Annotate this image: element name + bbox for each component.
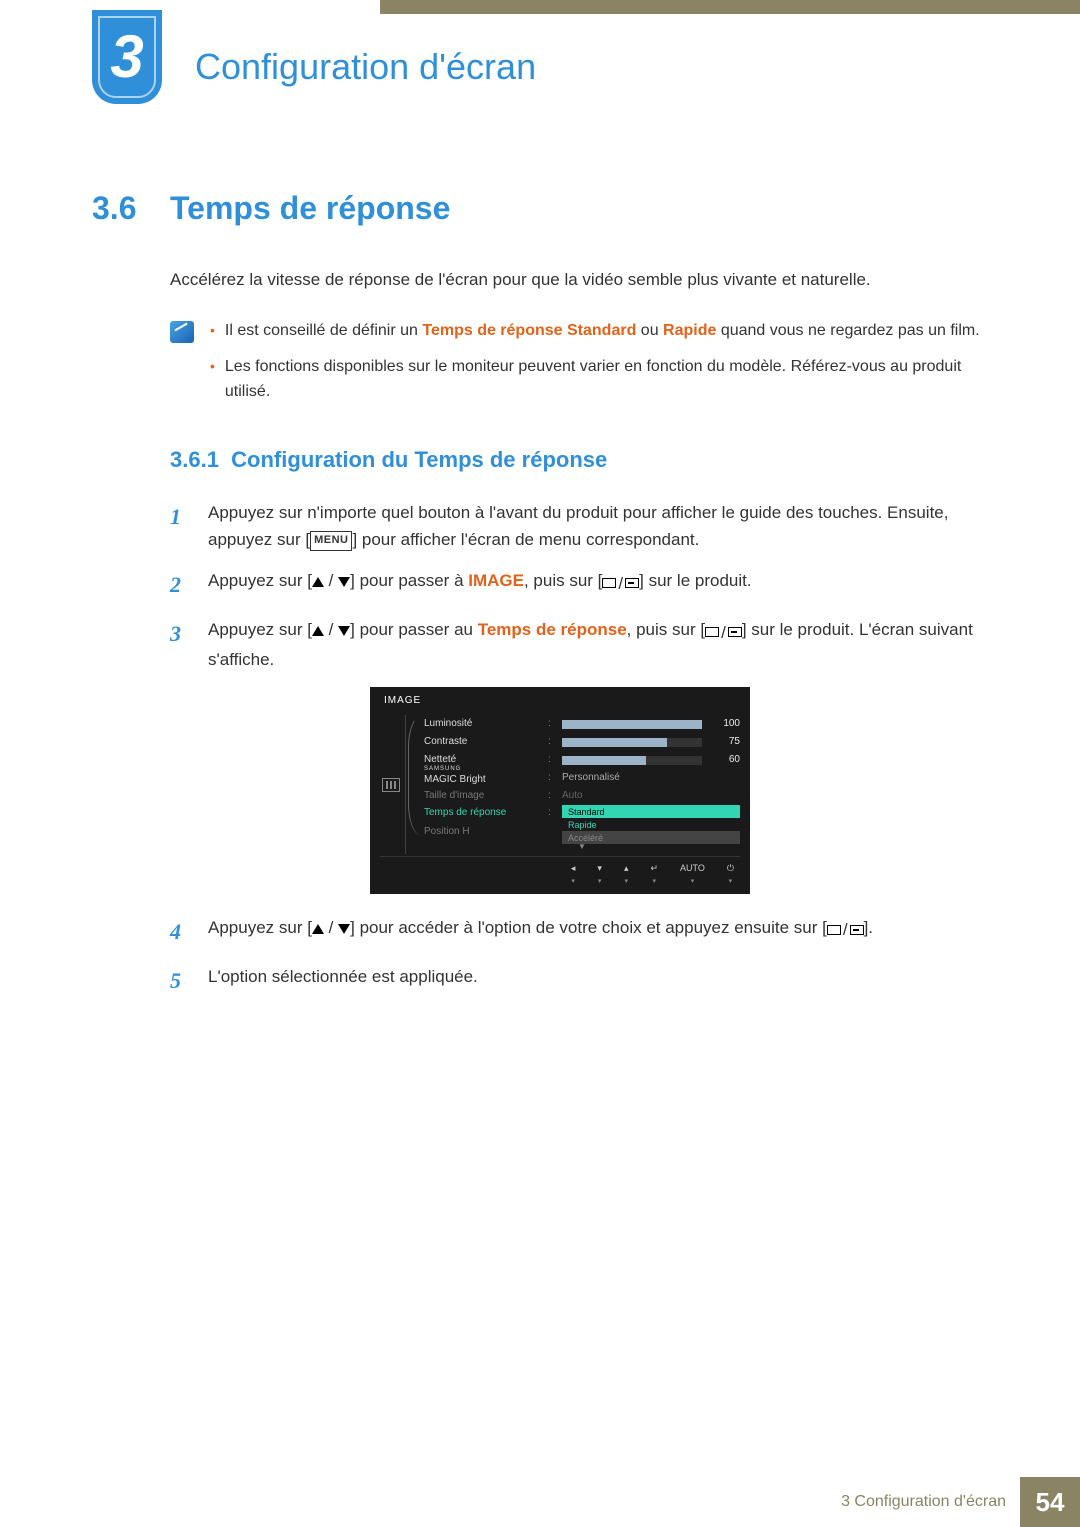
- subsection-heading: 3.6.1 Configuration du Temps de réponse: [170, 447, 988, 473]
- osd-nav-icon: ↵: [650, 861, 658, 875]
- step-text: L'option sélectionnée est appliquée.: [208, 963, 478, 998]
- down-arrow-icon: [338, 626, 350, 636]
- step-text: ] pour passer au: [350, 620, 478, 639]
- chapter-title: Configuration d'écran: [195, 46, 536, 88]
- step-text: ] sur le produit.: [639, 571, 751, 590]
- osd-footer: ◂▾ ▾▾ ▴▾ ↵▾ AUTO▾ ⏻▾: [380, 856, 740, 890]
- osd-value: 75: [714, 734, 740, 750]
- osd-label: SAMSUNGMAGIC Bright: [424, 768, 542, 788]
- osd-value: Personnalisé: [562, 770, 620, 786]
- up-arrow-icon: [312, 626, 324, 636]
- osd-row: SAMSUNGMAGIC Bright: Personnalisé: [412, 769, 740, 787]
- osd-row: Luminosité: 100: [412, 715, 740, 733]
- osd-nav-icon: ◂: [571, 861, 576, 875]
- section-heading: 3.6 Temps de réponse: [92, 190, 988, 227]
- step: 3 Appuyez sur [ / ] pour passer au Temps…: [170, 616, 988, 673]
- step-text: , puis sur [: [524, 571, 602, 590]
- note-block: • Il est conseillé de définir un Temps d…: [170, 319, 988, 417]
- osd-nav-icon: AUTO: [680, 861, 705, 875]
- step-text: ] pour accéder à l'option de votre choix…: [350, 918, 827, 937]
- step-text: Appuyez sur [: [208, 918, 312, 937]
- up-arrow-icon: [312, 924, 324, 934]
- chapter-number: 3: [110, 27, 143, 87]
- note-emphasis: Temps de réponse Standard: [422, 322, 636, 339]
- down-arrow-icon: [338, 577, 350, 587]
- osd-dropdown: Standard Rapide Accéléré: [562, 805, 740, 844]
- step-text: , puis sur [: [627, 620, 705, 639]
- note-text: ou: [636, 322, 663, 339]
- osd-label: Contraste: [424, 734, 542, 750]
- section-intro: Accélérez la vitesse de réponse de l'écr…: [170, 267, 988, 293]
- bullet-icon: •: [210, 319, 215, 344]
- step-text: Appuyez sur [: [208, 620, 312, 639]
- osd-value: 60: [714, 752, 740, 768]
- footer-label: 3 Configuration d'écran: [841, 1477, 1020, 1527]
- enter-source-icon: /: [827, 916, 864, 943]
- bullet-icon: •: [210, 355, 215, 405]
- section-title: Temps de réponse: [170, 190, 450, 227]
- osd-power-icon: ⏻: [727, 861, 734, 875]
- page-footer: 3 Configuration d'écran 54: [0, 1477, 1080, 1527]
- osd-label: Luminosité: [424, 716, 542, 732]
- note-text: Il est conseillé de définir un: [225, 322, 422, 339]
- osd-row: Taille d'image: Auto: [412, 787, 740, 805]
- osd-option: Accéléré: [562, 831, 740, 844]
- chapter-badge: 3: [92, 10, 162, 104]
- osd-menu-screenshot: IMAGE Luminosité: 100 Contraste: 75: [370, 687, 750, 893]
- note-icon: [170, 321, 194, 343]
- step-text: ] pour passer à: [350, 571, 468, 590]
- enter-source-icon: /: [705, 619, 742, 646]
- osd-label: Taille d'image: [424, 788, 542, 804]
- step: 1 Appuyez sur n'importe quel bouton à l'…: [170, 499, 988, 553]
- page-number: 54: [1020, 1477, 1080, 1527]
- step-number: 5: [170, 963, 190, 998]
- osd-nav-icon: ▴: [624, 861, 629, 875]
- osd-nav-icon: ▾: [597, 861, 602, 875]
- note-text: quand vous ne regardez pas un film.: [716, 322, 979, 339]
- osd-option-selected: Standard: [562, 805, 740, 818]
- step-text: Appuyez sur [: [208, 571, 312, 590]
- osd-row: Netteté: 60: [412, 751, 740, 769]
- osd-label: Position H: [424, 824, 542, 840]
- up-arrow-icon: [312, 577, 324, 587]
- menu-button-icon: MENU: [310, 531, 352, 551]
- step-text: ].: [864, 918, 873, 937]
- osd-value: 100: [714, 716, 740, 732]
- subsection-title: Configuration du Temps de réponse: [231, 447, 607, 472]
- step-number: 4: [170, 914, 190, 949]
- enter-source-icon: /: [602, 570, 639, 597]
- step-number: 3: [170, 616, 190, 673]
- step-emphasis: Temps de réponse: [478, 620, 627, 639]
- osd-title: IMAGE: [384, 693, 740, 709]
- note-text: Les fonctions disponibles sur le moniteu…: [225, 355, 988, 405]
- osd-value: Auto: [562, 788, 583, 804]
- down-arrow-icon: [338, 924, 350, 934]
- osd-row: Contraste: 75: [412, 733, 740, 751]
- step: 4 Appuyez sur [ / ] pour accéder à l'opt…: [170, 914, 988, 949]
- header-accent-bar: [380, 0, 1080, 14]
- step: 2 Appuyez sur [ / ] pour passer à IMAGE,…: [170, 567, 988, 602]
- page-content: 3.6 Temps de réponse Accélérez la vitess…: [92, 190, 988, 1012]
- step-emphasis: IMAGE: [468, 571, 524, 590]
- note-item: • Les fonctions disponibles sur le monit…: [210, 355, 988, 405]
- subsection-number: 3.6.1: [170, 447, 219, 472]
- step-text: ] pour afficher l'écran de menu correspo…: [352, 530, 699, 549]
- note-emphasis: Rapide: [663, 322, 716, 339]
- osd-row-active: Temps de réponse: Standard Rapide Accélé…: [412, 805, 740, 823]
- note-item: • Il est conseillé de définir un Temps d…: [210, 319, 988, 344]
- step-number: 1: [170, 499, 190, 553]
- step: 5 L'option sélectionnée est appliquée.: [170, 963, 988, 998]
- section-number: 3.6: [92, 190, 152, 227]
- osd-option: Rapide: [562, 818, 740, 831]
- osd-category-icon: [380, 715, 406, 854]
- osd-label: Temps de réponse: [424, 805, 542, 821]
- steps-list: 1 Appuyez sur n'importe quel bouton à l'…: [170, 499, 988, 998]
- step-number: 2: [170, 567, 190, 602]
